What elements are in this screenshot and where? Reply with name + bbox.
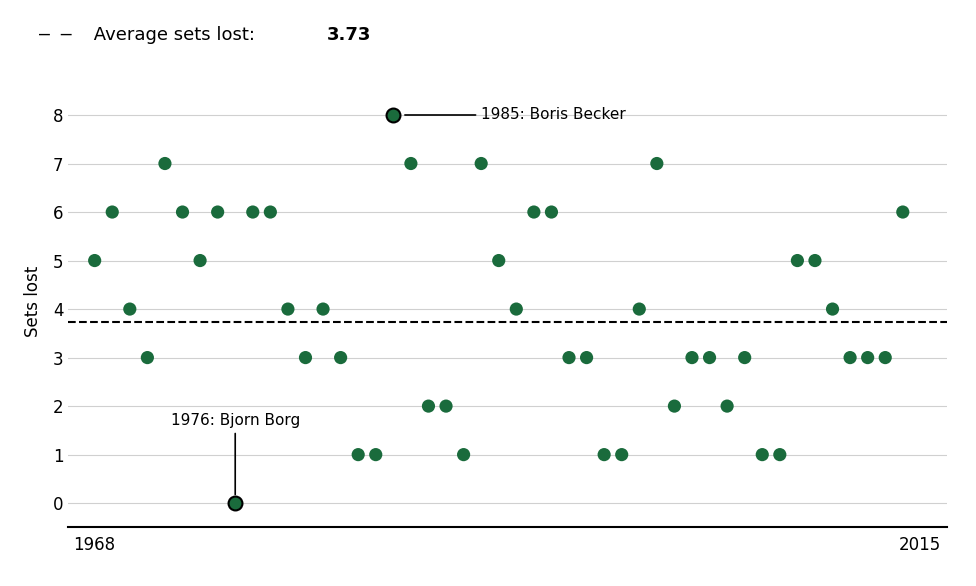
Point (807, 256, 823, 265)
Point (87, 256, 102, 265)
Point (227, 499, 243, 508)
Text: – –: – – (39, 26, 71, 44)
Point (895, 207, 911, 217)
Point (737, 353, 752, 362)
Point (245, 207, 261, 217)
Point (508, 304, 524, 314)
Point (772, 450, 788, 459)
Point (526, 207, 542, 217)
Point (877, 353, 893, 362)
Point (667, 401, 682, 411)
Point (350, 450, 366, 459)
Point (631, 304, 647, 314)
Point (790, 256, 805, 265)
Point (649, 159, 665, 168)
Point (491, 256, 507, 265)
Point (614, 450, 630, 459)
Point (280, 304, 296, 314)
Point (315, 304, 331, 314)
Point (368, 450, 384, 459)
Point (754, 450, 770, 459)
Point (719, 401, 735, 411)
Point (561, 353, 577, 362)
Point (175, 207, 190, 217)
Point (596, 450, 612, 459)
Point (842, 353, 858, 362)
Point (263, 207, 278, 217)
Point (140, 353, 155, 362)
Point (579, 353, 594, 362)
Point (298, 353, 313, 362)
Point (386, 110, 401, 120)
Text: 1976: Bjorn Borg: 1976: Bjorn Borg (171, 413, 300, 495)
Point (684, 353, 700, 362)
Text: Average sets lost:: Average sets lost: (88, 26, 261, 44)
Point (421, 401, 436, 411)
Point (157, 159, 173, 168)
Point (333, 353, 348, 362)
Point (386, 110, 401, 120)
Text: 3.73: 3.73 (327, 26, 371, 44)
Point (104, 207, 120, 217)
Point (122, 304, 138, 314)
Point (473, 159, 489, 168)
Point (825, 304, 840, 314)
Point (860, 353, 875, 362)
Point (438, 401, 454, 411)
Point (544, 207, 559, 217)
Point (210, 207, 225, 217)
Point (403, 159, 419, 168)
Point (456, 450, 471, 459)
Y-axis label: Sets lost: Sets lost (23, 266, 42, 338)
Point (702, 353, 717, 362)
Text: 1985: Boris Becker: 1985: Boris Becker (405, 107, 626, 122)
Point (227, 499, 243, 508)
Point (192, 256, 208, 265)
